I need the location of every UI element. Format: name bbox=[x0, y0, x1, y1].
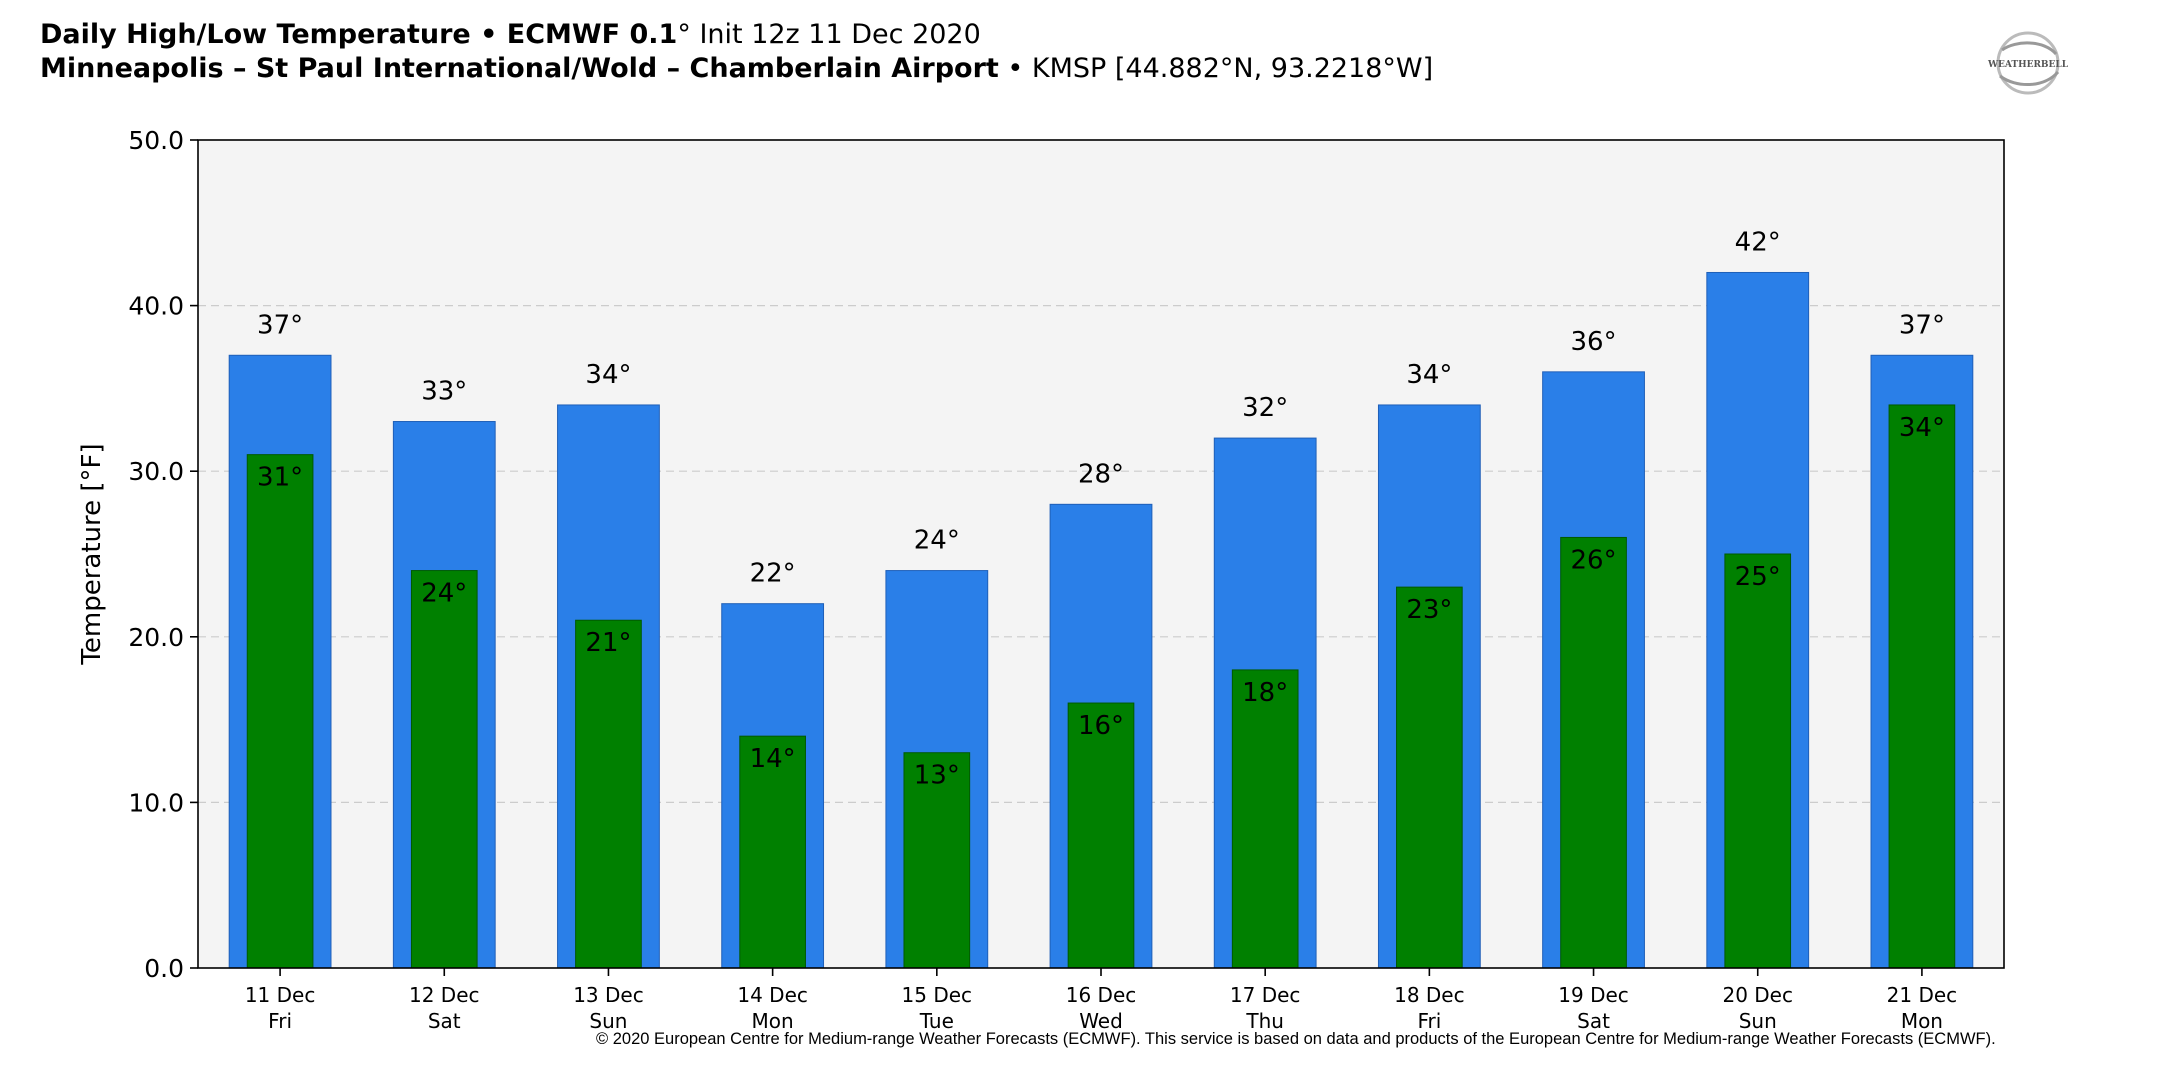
x-tick-label-date: 12 Dec bbox=[409, 983, 480, 1007]
y-tick-label: 40.0 bbox=[128, 292, 184, 321]
low-temp-label: 21° bbox=[585, 628, 631, 658]
low-temp-bar bbox=[246, 454, 314, 969]
x-tick-label-date: 18 Dec bbox=[1394, 983, 1465, 1007]
x-tick-label-date: 13 Dec bbox=[573, 983, 644, 1007]
x-tick-label-weekday: Sat bbox=[428, 1009, 461, 1033]
title-init: Init 12z 11 Dec 2020 bbox=[690, 19, 981, 50]
title-degree: ° bbox=[677, 19, 691, 50]
low-temp-label: 24° bbox=[421, 579, 467, 609]
title-model: Daily High/Low Temperature • ECMWF 0.1 bbox=[40, 19, 678, 50]
low-temp-bar bbox=[575, 619, 642, 969]
low-temp-label: 25° bbox=[1735, 562, 1781, 592]
high-temp-label: 28° bbox=[1078, 459, 1124, 489]
weatherbell-logo-text: WEATHERBELL bbox=[1987, 60, 2069, 70]
x-tick-label-date: 21 Dec bbox=[1887, 983, 1958, 1007]
x-tick-label-date: 20 Dec bbox=[1722, 983, 1793, 1007]
low-temp-bar bbox=[1560, 536, 1627, 969]
copyright-notice: © 2020 European Centre for Medium-range … bbox=[596, 1030, 1996, 1048]
x-tick-label-date: 11 Dec bbox=[245, 983, 316, 1007]
title-station: • KMSP [44.882°N, 93.2218°W] bbox=[998, 53, 1434, 84]
high-temp-label: 24° bbox=[914, 526, 960, 556]
y-tick-label: 30.0 bbox=[128, 457, 184, 486]
low-temp-bar bbox=[1067, 702, 1135, 969]
x-tick-label-date: 14 Dec bbox=[737, 983, 808, 1007]
high-temp-label: 36° bbox=[1570, 327, 1616, 357]
low-temp-label: 13° bbox=[914, 761, 960, 791]
high-temp-label: 42° bbox=[1735, 227, 1781, 257]
x-tick-label-weekday: Fri bbox=[1417, 1009, 1441, 1033]
x-tick-label-weekday: Mon bbox=[1901, 1009, 1943, 1033]
title-line-2: Minneapolis – St Paul International/Wold… bbox=[40, 52, 1433, 86]
x-tick-label-weekday: Tue bbox=[919, 1009, 954, 1033]
x-tick-label-weekday: Fri bbox=[268, 1009, 292, 1033]
y-tick-label: 20.0 bbox=[128, 623, 184, 652]
x-tick-label-date: 15 Dec bbox=[902, 983, 973, 1007]
high-temp-label: 22° bbox=[750, 559, 796, 589]
x-tick-label-weekday: Mon bbox=[752, 1009, 794, 1033]
title-line-1: Daily High/Low Temperature • ECMWF 0.1° … bbox=[40, 18, 1433, 52]
low-temp-bar bbox=[739, 735, 806, 969]
x-tick-label-weekday: Sun bbox=[1739, 1009, 1777, 1033]
high-temp-label: 32° bbox=[1242, 393, 1288, 423]
low-temp-label: 16° bbox=[1078, 711, 1124, 741]
low-temp-bar bbox=[903, 752, 971, 969]
x-tick-label-date: 17 Dec bbox=[1230, 983, 1301, 1007]
title-location: Minneapolis – St Paul International/Wold… bbox=[40, 53, 999, 84]
y-tick-label: 10.0 bbox=[128, 788, 184, 817]
high-temp-label: 33° bbox=[421, 377, 467, 407]
weatherbell-logo: WEATHERBELL bbox=[1987, 31, 2069, 95]
x-tick-label-weekday: Thu bbox=[1245, 1009, 1284, 1033]
low-temp-bar bbox=[1888, 404, 1956, 969]
high-temp-label: 37° bbox=[257, 310, 303, 340]
x-tick-label-weekday: Wed bbox=[1079, 1009, 1123, 1033]
low-temp-bar bbox=[1724, 553, 1792, 969]
x-tick-label-date: 19 Dec bbox=[1558, 983, 1629, 1007]
low-temp-label: 34° bbox=[1899, 413, 1945, 443]
low-temp-label: 18° bbox=[1242, 678, 1288, 708]
x-tick-label-weekday: Sat bbox=[1577, 1009, 1610, 1033]
low-temp-label: 26° bbox=[1570, 545, 1616, 575]
high-temp-label: 34° bbox=[585, 360, 631, 390]
low-temp-label: 23° bbox=[1406, 595, 1452, 625]
chart-title: Daily High/Low Temperature • ECMWF 0.1° … bbox=[40, 18, 1433, 86]
low-temp-bar bbox=[1231, 669, 1299, 969]
x-tick-label-weekday: Sun bbox=[589, 1009, 627, 1033]
low-temp-label: 14° bbox=[750, 744, 796, 774]
x-tick-label-date: 16 Dec bbox=[1066, 983, 1137, 1007]
low-temp-label: 31° bbox=[257, 463, 303, 493]
bars: 37° 31° 33° 24° 34° 21° 22° 14° 24° 13° 28° 16° 32° 1… bbox=[228, 227, 1974, 969]
low-temp-bar bbox=[1396, 586, 1463, 969]
y-tick-label: 0.0 bbox=[144, 954, 184, 983]
y-axis-label: Temperature [°F] bbox=[77, 443, 107, 665]
low-temp-bar bbox=[410, 570, 478, 969]
y-tick-label: 50.0 bbox=[128, 126, 184, 155]
high-temp-label: 37° bbox=[1899, 310, 1945, 340]
high-temp-label: 34° bbox=[1406, 360, 1452, 390]
